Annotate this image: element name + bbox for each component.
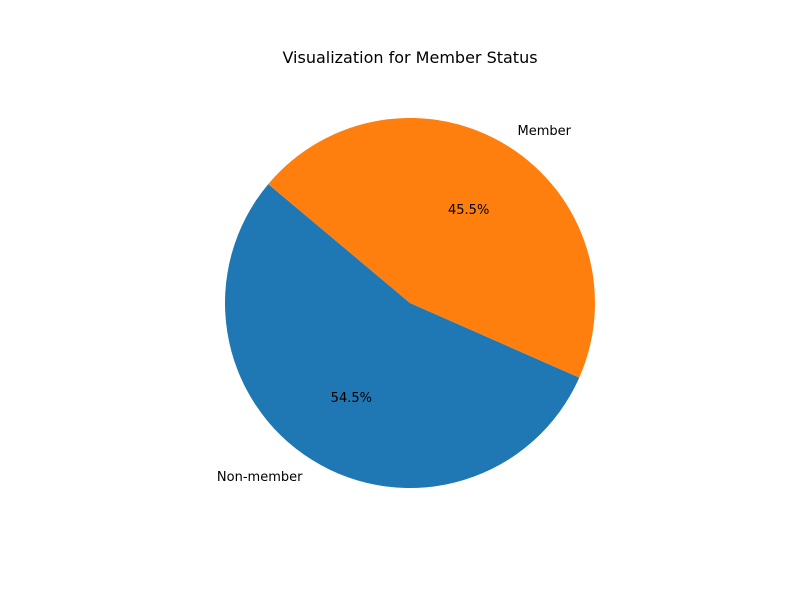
pie-labels: Non-member 54.5% Member 45.5%	[217, 124, 572, 485]
pie-slice-member	[268, 117, 595, 378]
slice-percent-label: 45.5%	[448, 203, 489, 218]
pie-slices	[225, 117, 595, 488]
chart-title: Visualization for Member Status	[282, 48, 537, 67]
pie-slice-non-member	[225, 184, 580, 488]
slice-label: Member	[518, 124, 572, 139]
slice-percent-label: 54.5%	[331, 391, 372, 406]
slice-label: Non-member	[217, 470, 303, 485]
